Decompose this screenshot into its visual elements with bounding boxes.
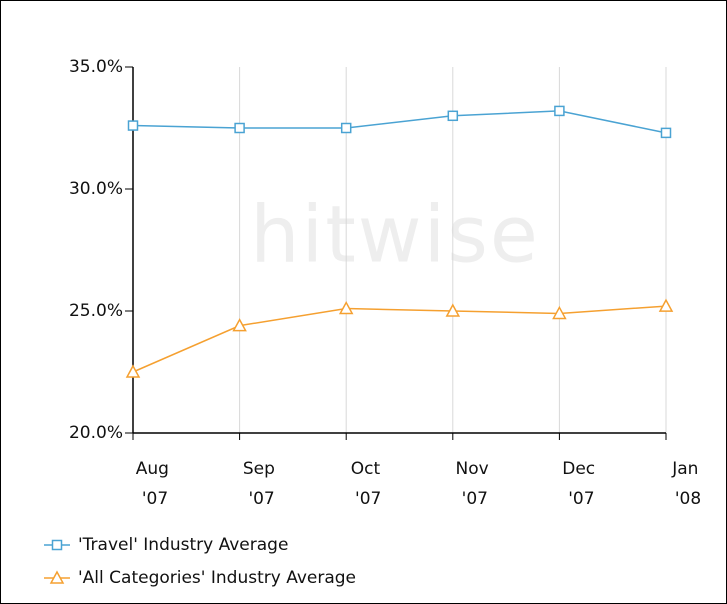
marker bbox=[232, 318, 247, 332]
legend-label: 'All Categories' Industry Average bbox=[78, 568, 356, 588]
series-line bbox=[132, 110, 667, 134]
marker bbox=[338, 300, 354, 315]
marker bbox=[51, 539, 63, 551]
marker bbox=[125, 364, 141, 378]
marker bbox=[340, 122, 352, 134]
x-tick-label: Oct '07 bbox=[351, 459, 386, 509]
marker bbox=[447, 110, 459, 122]
marker bbox=[552, 305, 567, 320]
x-tick-label: Nov '07 bbox=[456, 459, 495, 509]
marker bbox=[658, 298, 674, 312]
marker bbox=[554, 105, 565, 117]
marker bbox=[127, 120, 139, 131]
marker bbox=[660, 127, 672, 139]
marker bbox=[445, 303, 461, 317]
x-tick-label: Aug '07 bbox=[136, 459, 175, 509]
marker bbox=[49, 570, 65, 584]
x-tick-label: Dec '07 bbox=[562, 459, 600, 509]
legend-label: 'Travel' Industry Average bbox=[78, 535, 288, 555]
y-tick-label: 35.0% bbox=[69, 57, 123, 77]
x-tick-label: Sep '07 bbox=[243, 459, 280, 509]
y-tick-label: 30.0% bbox=[69, 179, 123, 199]
x-tick-label: Jan '08 bbox=[671, 459, 704, 509]
marker bbox=[234, 122, 245, 134]
y-tick-label: 25.0% bbox=[69, 301, 123, 321]
y-tick-label: 20.0% bbox=[69, 423, 123, 443]
watermark: hitwise bbox=[250, 190, 540, 280]
series-line bbox=[132, 305, 667, 373]
